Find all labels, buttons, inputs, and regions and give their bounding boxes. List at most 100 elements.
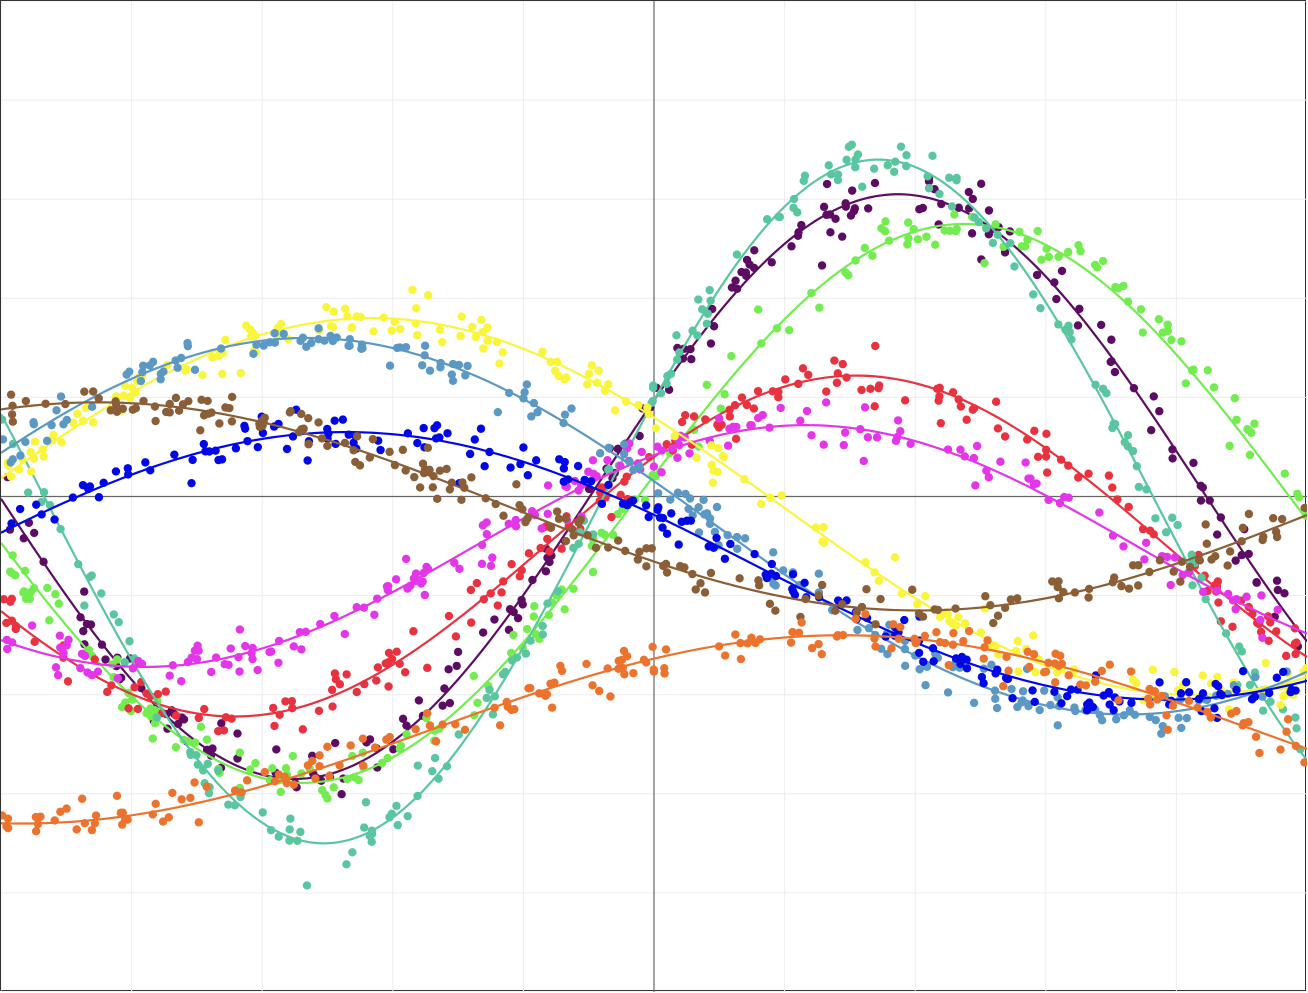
series-2-point	[509, 630, 518, 640]
series-4-point	[649, 381, 658, 390]
series-2-point	[235, 748, 245, 757]
series-9-point	[986, 601, 995, 610]
series-1-point	[742, 255, 752, 265]
series-10-point	[817, 649, 826, 659]
series-9-point	[165, 399, 174, 409]
series-1-point	[687, 355, 696, 364]
series-2-point	[727, 351, 736, 361]
series-3-point	[314, 706, 324, 715]
series-1-point	[797, 220, 806, 230]
series-4-point	[574, 539, 583, 548]
series-1-point	[846, 211, 856, 220]
series-9-point	[1195, 556, 1204, 565]
series-2-point	[19, 588, 28, 597]
series-2-point	[148, 734, 157, 743]
series-8-point	[1198, 689, 1208, 698]
series-10-point	[944, 661, 953, 670]
series-8-point	[1216, 689, 1225, 699]
series-8-point	[187, 478, 196, 488]
series-7-point	[420, 341, 430, 350]
series-7-point	[915, 665, 924, 674]
series-6-point	[221, 335, 230, 345]
series-6-point	[437, 337, 447, 347]
series-10-point	[999, 682, 1008, 691]
series-5-point	[1166, 580, 1175, 590]
series-7-point	[183, 338, 192, 348]
series-7-point	[1040, 686, 1049, 695]
series-4-point	[1067, 335, 1076, 344]
series-8-point	[123, 464, 133, 473]
series-2-point	[1245, 450, 1255, 460]
series-7-point	[604, 443, 613, 453]
series-7-point	[420, 351, 429, 360]
series-2-point	[7, 568, 16, 578]
series-9-point	[204, 409, 213, 418]
series-2-point	[522, 624, 532, 634]
series-6-point	[692, 453, 701, 462]
series-6-point	[708, 478, 717, 487]
series-6-point	[479, 344, 488, 353]
series-10-point	[720, 651, 730, 660]
series-7-point	[145, 361, 155, 370]
series-6-point	[69, 418, 78, 427]
series-2-point	[608, 530, 618, 539]
series-5-point	[1228, 596, 1238, 605]
series-3-point	[900, 396, 910, 405]
series-9-point	[918, 612, 928, 621]
series-9-point	[862, 585, 871, 594]
series-6-point	[592, 378, 602, 387]
series-5-point	[77, 649, 87, 659]
series-10-point	[315, 761, 324, 771]
series-2-point	[1181, 379, 1191, 388]
series-8-point	[979, 679, 988, 688]
series-4-point	[213, 766, 223, 775]
series-10-point	[648, 642, 657, 652]
series-4-point	[114, 617, 123, 627]
series-1-point	[331, 738, 340, 748]
series-4-point	[789, 203, 798, 213]
series-9-point	[1202, 539, 1212, 548]
series-8-point	[800, 578, 809, 587]
series-7-point	[1258, 692, 1267, 701]
series-9-point	[162, 407, 171, 417]
series-1-point	[1168, 454, 1177, 463]
series-8-point	[1008, 694, 1017, 703]
series-5-point	[574, 486, 583, 495]
series-3-point	[830, 356, 839, 365]
series-9-point	[521, 517, 530, 527]
series-4-point	[428, 766, 437, 776]
series-2-point	[245, 765, 255, 774]
series-2-point	[950, 210, 959, 219]
series-5-point	[657, 446, 666, 455]
series-3-point	[543, 534, 552, 544]
series-9-point	[1277, 514, 1287, 524]
series-6-point	[276, 319, 286, 329]
series-5-point	[1212, 586, 1222, 595]
series-7-point	[1182, 713, 1192, 723]
series-4-point	[891, 157, 900, 166]
series-2-point	[377, 758, 387, 768]
series-6-point	[340, 304, 350, 313]
series-4-point	[442, 762, 452, 771]
series-1-point	[541, 567, 551, 576]
series-6-point	[408, 285, 417, 295]
series-5-point	[802, 406, 812, 416]
series-10-point	[797, 618, 806, 627]
series-9-point	[1133, 581, 1143, 590]
series-10-point	[158, 817, 168, 826]
series-2-point	[323, 794, 332, 803]
series-9-point	[871, 620, 880, 629]
series-2-point	[702, 380, 712, 390]
series-7-point	[314, 335, 323, 344]
series-9-point	[1238, 523, 1248, 533]
series-3-point	[7, 594, 17, 604]
series-4-point	[285, 825, 294, 834]
series-1-point	[1216, 513, 1226, 522]
series-9-point	[423, 443, 433, 452]
series-5-point	[359, 603, 369, 612]
series-9-point	[295, 427, 304, 437]
series-5-point	[1273, 605, 1282, 615]
series-10-point	[315, 751, 324, 760]
series-6-point	[347, 323, 356, 332]
